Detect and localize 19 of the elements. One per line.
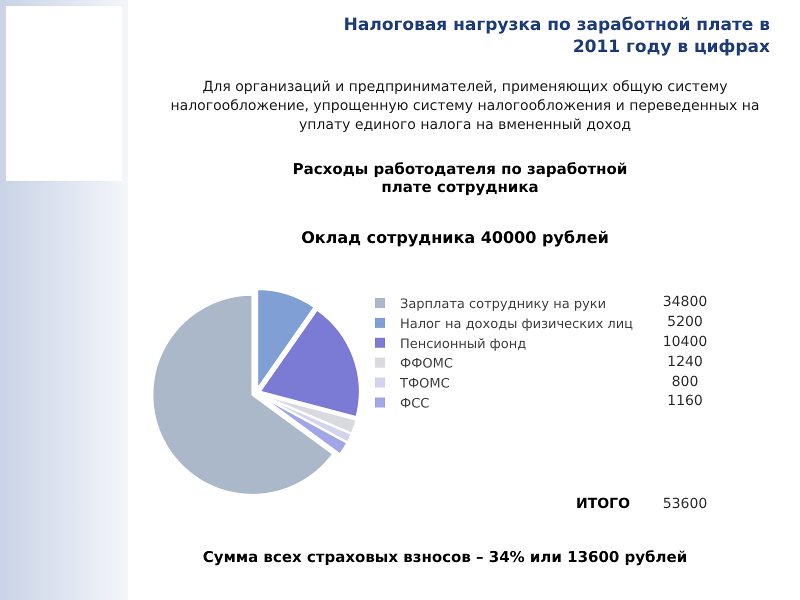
legend-label: Зарплата сотруднику на руки [400,297,606,312]
chart-title: Налоговая нагрузка по заработной плате в 2011 году в цифрах [342,14,770,58]
text: Расходы работодателя по заработной плате сотрудника [292,160,628,196]
text: ИТОГО [575,496,630,512]
data-label: 10400 [662,334,708,350]
text: Сумма всех страховых взносов – 34% или 13600 рублей [202,548,688,566]
legend-label: ТФОМС [399,376,450,392]
legend-label: ФСС [400,396,430,412]
data-label: 1160 [666,393,704,410]
data-label: 5200 [666,314,704,330]
chart-subtitle: Для организаций и предпринимателей, применяющих общую систему налогообложение, упрощенную систему налогообложения и переведенных на уплату единого налога на вмененный доход [170,78,760,135]
text: 53600 [662,496,708,512]
text: Оклад сотрудника 40000 рублей [300,228,610,247]
data-label: 34800 [662,294,708,310]
legend-label: ФФОМС [400,356,453,372]
legend-label: Пенсионный фонд [400,336,526,352]
data-label: 1240 [666,354,704,370]
data-label: 800 [670,374,700,390]
legend-label: Налог на доходы физических лиц [400,316,634,332]
